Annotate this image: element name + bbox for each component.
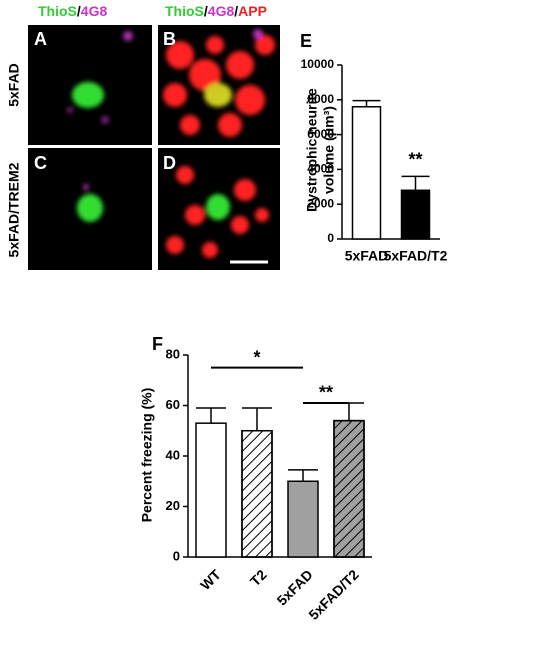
micrograph: [28, 148, 152, 270]
x-tick-label: WT: [197, 566, 224, 593]
y-axis-label: volume (μm³): [321, 106, 337, 194]
panel-label: A: [34, 29, 47, 49]
bar: [195, 422, 227, 558]
header-part: 4G8: [208, 3, 235, 19]
row-label: 5xFAD: [6, 63, 22, 107]
bar-hatch: [333, 419, 365, 558]
y-tick-label: 8000: [307, 92, 334, 106]
x-tick-label: 5xFAD/T2: [305, 566, 362, 623]
significance-label: **: [319, 383, 333, 403]
y-axis-label: Dystrophic neurite: [304, 88, 320, 212]
significance-label: **: [408, 149, 422, 169]
panel-label: B: [163, 29, 176, 49]
panel-label: C: [34, 153, 47, 173]
x-tick-label: T2: [247, 566, 270, 589]
x-tick-label: 5xFAD: [345, 248, 389, 264]
header-part: /: [234, 3, 238, 19]
panel-label: E: [300, 31, 312, 51]
row-label: 5xFAD/TREM2: [6, 162, 22, 257]
header-part: ThioS: [165, 3, 204, 19]
header-part: APP: [238, 3, 267, 19]
significance-label: *: [253, 347, 260, 367]
y-tick-label: 0: [327, 231, 334, 245]
header-part: /: [77, 3, 81, 19]
bar-hatch: [241, 430, 273, 558]
header-part: 4G8: [81, 3, 108, 19]
panel-header: ThioS/4G8: [38, 3, 107, 19]
micrograph: [158, 148, 280, 270]
y-axis-label: Percent freezing (%): [139, 388, 155, 523]
bar: [287, 480, 319, 558]
y-tick-label: 60: [166, 397, 180, 412]
y-tick-label: 20: [166, 498, 180, 513]
bar: [400, 189, 431, 240]
x-tick-label: 5xFAD/T2: [384, 248, 448, 264]
header-part: /: [204, 3, 208, 19]
y-tick-label: 2000: [307, 196, 334, 210]
y-tick-label: 6000: [307, 127, 334, 141]
x-tick-label: 5xFAD: [274, 566, 316, 608]
panel-label: D: [163, 153, 176, 173]
panel-header: ThioS/4G8/APP: [165, 3, 267, 19]
panel-label: F: [152, 334, 163, 354]
header-part: ThioS: [38, 3, 77, 19]
y-tick-label: 40: [166, 447, 180, 462]
bar: [351, 106, 382, 240]
y-tick-label: 0: [173, 548, 180, 563]
y-tick-label: 10000: [301, 57, 335, 71]
y-tick-label: 4000: [307, 162, 334, 176]
micrograph: [158, 25, 280, 145]
y-tick-label: 80: [166, 346, 180, 361]
micrograph: [28, 25, 152, 145]
